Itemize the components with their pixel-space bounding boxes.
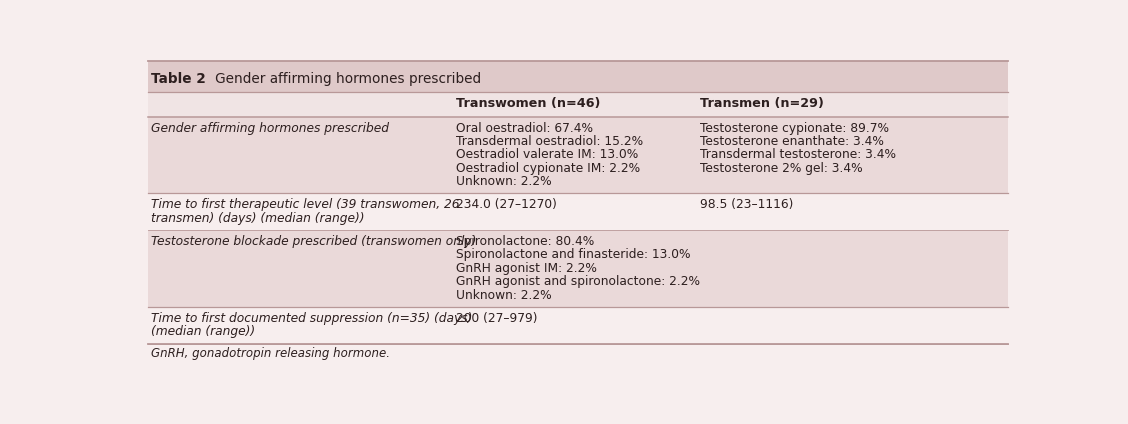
Text: transmen) (days) (median (range)): transmen) (days) (median (range))	[151, 212, 365, 225]
Text: Unknown: 2.2%: Unknown: 2.2%	[456, 289, 552, 301]
Text: Testosterone enanthate: 3.4%: Testosterone enanthate: 3.4%	[700, 135, 884, 148]
Text: Spironolactone: 80.4%: Spironolactone: 80.4%	[456, 235, 594, 248]
Text: Transwomen (n=46): Transwomen (n=46)	[456, 97, 600, 110]
Text: Oestradiol valerate IM: 13.0%: Oestradiol valerate IM: 13.0%	[456, 148, 638, 161]
Text: (median (range)): (median (range))	[151, 325, 256, 338]
Bar	[148, 117, 1008, 193]
Text: Table 2: Table 2	[151, 72, 206, 86]
Text: Oestradiol cypionate IM: 2.2%: Oestradiol cypionate IM: 2.2%	[456, 162, 640, 175]
Bar	[148, 307, 1008, 343]
Text: Time to first documented suppression (n=35) (days): Time to first documented suppression (n=…	[151, 312, 473, 325]
Text: 234.0 (27–1270): 234.0 (27–1270)	[456, 198, 556, 212]
Text: GnRH, gonadotropin releasing hormone.: GnRH, gonadotropin releasing hormone.	[151, 347, 390, 360]
Text: Transdermal oestradiol: 15.2%: Transdermal oestradiol: 15.2%	[456, 135, 643, 148]
Text: 98.5 (23–1116): 98.5 (23–1116)	[700, 198, 794, 212]
Bar	[148, 230, 1008, 307]
Text: Gender affirming hormones prescribed: Gender affirming hormones prescribed	[202, 72, 482, 86]
Text: Testosterone cypionate: 89.7%: Testosterone cypionate: 89.7%	[700, 122, 890, 134]
Text: Spironolactone and finasteride: 13.0%: Spironolactone and finasteride: 13.0%	[456, 248, 690, 262]
Text: Testosterone blockade prescribed (transwomen only): Testosterone blockade prescribed (transw…	[151, 235, 477, 248]
Text: GnRH agonist and spironolactone: 2.2%: GnRH agonist and spironolactone: 2.2%	[456, 275, 699, 288]
Text: Gender affirming hormones prescribed: Gender affirming hormones prescribed	[151, 122, 389, 134]
Text: Transdermal testosterone: 3.4%: Transdermal testosterone: 3.4%	[700, 148, 897, 161]
Bar	[148, 61, 1008, 92]
Text: Transmen (n=29): Transmen (n=29)	[700, 97, 825, 110]
Text: Oral oestradiol: 67.4%: Oral oestradiol: 67.4%	[456, 122, 592, 134]
Text: GnRH agonist IM: 2.2%: GnRH agonist IM: 2.2%	[456, 262, 597, 275]
Text: Time to first therapeutic level (39 transwomen, 26: Time to first therapeutic level (39 tran…	[151, 198, 460, 212]
Text: 200 (27–979): 200 (27–979)	[456, 312, 537, 325]
Bar	[148, 92, 1008, 117]
Text: Testosterone 2% gel: 3.4%: Testosterone 2% gel: 3.4%	[700, 162, 863, 175]
Bar	[148, 193, 1008, 230]
Text: Unknown: 2.2%: Unknown: 2.2%	[456, 175, 552, 188]
